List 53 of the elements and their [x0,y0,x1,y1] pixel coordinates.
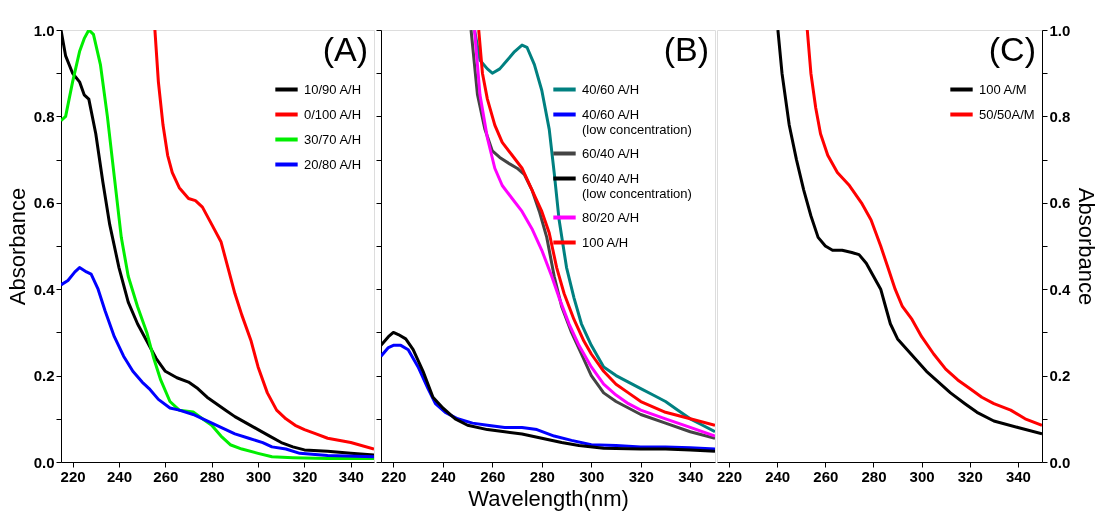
x-tick-label: 260 [153,467,179,485]
annotation: (B) [663,30,709,68]
x-tick-label: 280 [199,467,225,485]
x-tick-label: 280 [529,467,555,485]
y-tick-label: 0.6 [33,194,55,212]
y-tick-label: 0.0 [33,453,55,471]
x-tick-label: 340 [1005,467,1031,485]
y2-tick-label: 0.8 [1049,107,1071,125]
y2-tick-label: 1.0 [1049,21,1071,39]
y-tick-label: 1.0 [33,21,55,39]
x-tick-label: 300 [909,467,935,485]
line-series [61,266,374,459]
x-tick-label: 320 [628,467,654,485]
x-tick-label: 240 [430,467,456,485]
y-tick-label: 0.2 [33,367,55,385]
legend-label: 40/60 A/H (low concentration) [582,106,692,137]
x-tick-label: 240 [106,467,132,485]
y-tick-label: 0.4 [33,280,56,298]
x-tick-label: 340 [338,467,364,485]
x-tick-label: 320 [292,467,318,485]
legend-label: 80/20 A/H [582,209,640,225]
x-tick-label: 260 [480,467,506,485]
legend-label: 60/40 A/H [582,145,640,161]
x-tick-label: 320 [957,467,983,485]
x-tick-label: 280 [861,467,887,485]
line-series [153,30,374,451]
annotation: (A) [322,30,368,68]
annotation: (C) [988,30,1036,68]
legend-label: 100 A/M [979,81,1027,97]
legend-label: 0/100 A/H [304,106,362,122]
legend-label: 100 A/H [582,234,629,250]
y2-tick-label: 0.6 [1049,194,1071,212]
legend-label: 60/40 A/H (low concentration) [582,170,692,201]
x-tick-label: 220 [381,467,407,485]
x-tick-label: 340 [678,467,704,485]
x-axis-title: Wavelength(nm) [468,485,629,511]
x-tick-label: 300 [246,467,272,485]
x-tick-label: 240 [765,467,791,485]
x-tick-label: 300 [579,467,605,485]
y-tick-label: 0.8 [33,107,55,125]
y-axis-title: Absorbance [4,187,30,306]
y2-axis-title: Absorbance [1074,187,1100,306]
x-tick-label: 260 [813,467,839,485]
x-tick-label: 220 [717,467,743,485]
legend-label: 10/90 A/H [304,81,362,97]
legend-label: 50/50A/M [979,106,1035,122]
y2-tick-label: 0.4 [1049,280,1072,298]
y2-tick-label: 0.0 [1049,453,1071,471]
y2-tick-label: 0.2 [1049,367,1071,385]
legend-label: 30/70 A/H [304,131,362,147]
x-tick-label: 220 [60,467,86,485]
legend-label: 40/60 A/H [582,81,640,97]
legend-label: 20/80 A/H [304,156,362,172]
